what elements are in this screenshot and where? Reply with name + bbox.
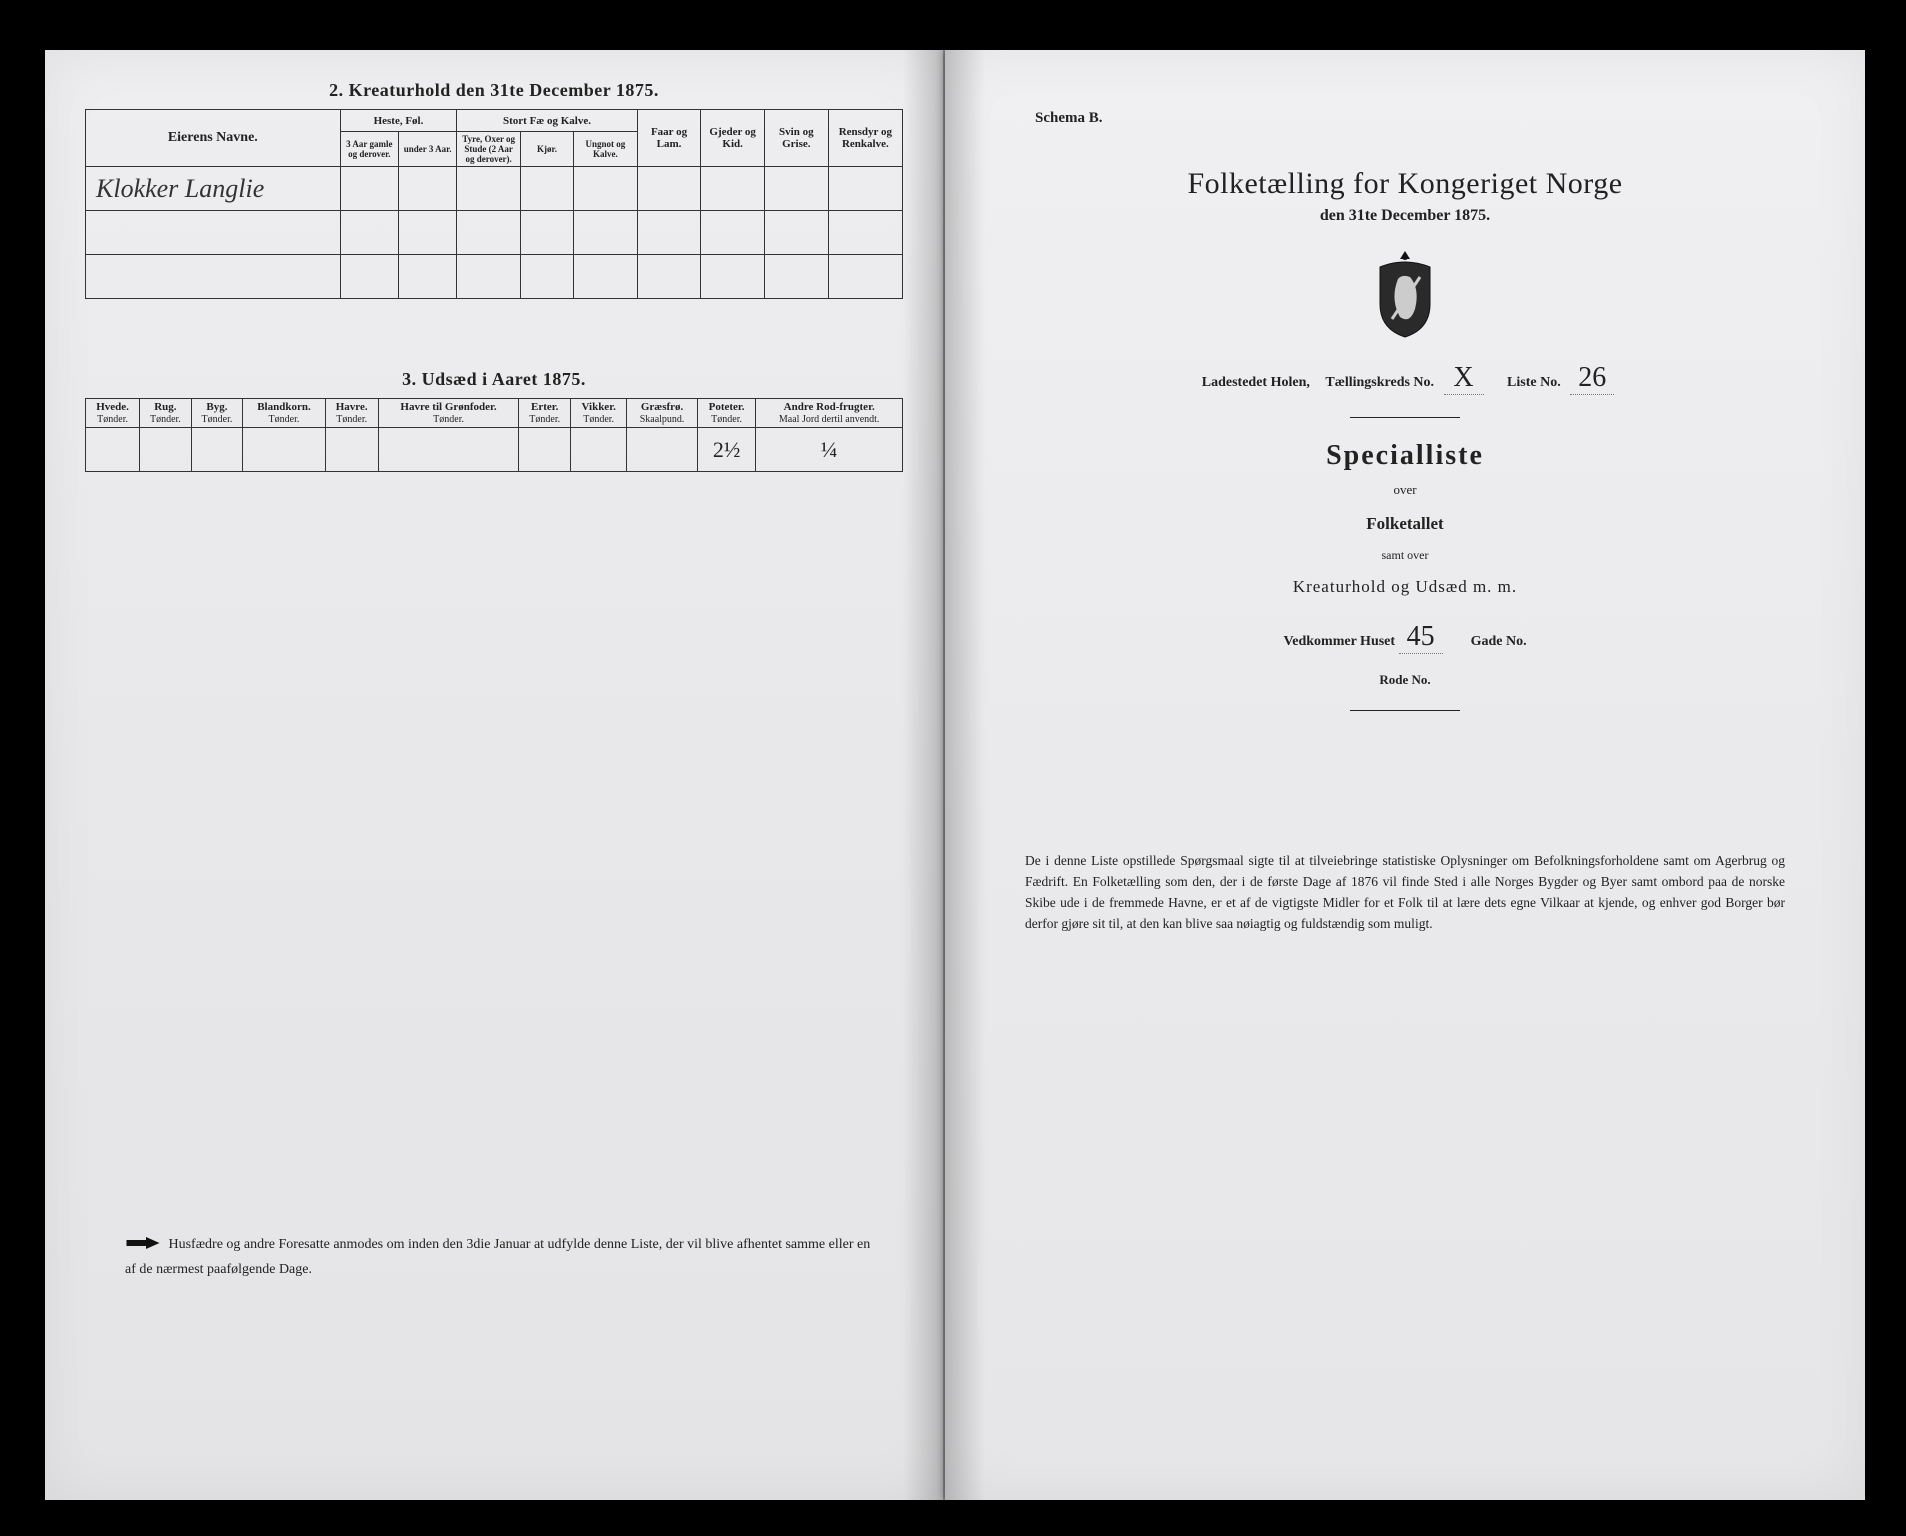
poteter-value: 2½ <box>697 428 756 472</box>
col-heste2: under 3 Aar. <box>398 132 456 167</box>
col-heste1: 3 Aar gamle og derover. <box>340 132 398 167</box>
rode-label: Rode No. <box>1005 672 1805 688</box>
specialliste-title: Specialliste <box>1005 440 1805 472</box>
right-page: Schema B. Folketælling for Kongeriget No… <box>945 50 1865 1500</box>
census-date: den 31te December 1875. <box>1005 207 1805 225</box>
census-title: Folketælling for Kongeriget Norge <box>1005 167 1805 201</box>
col-svin: Svin og Grise. <box>765 110 829 167</box>
divider <box>1350 417 1460 418</box>
huset-value: 45 <box>1399 621 1443 654</box>
kreaturhold-label: Kreaturhold og Udsæd m. m. <box>1005 577 1805 597</box>
col-graesfro: Græsfrø.Skaalpund. <box>627 399 698 428</box>
footer-note: Husfædre og andre Foresatte anmodes om i… <box>125 1234 883 1280</box>
col-byg: Byg.Tønder. <box>191 399 243 428</box>
col-stort1: Tyre, Oxer og Stude (2 Aar og derover). <box>457 132 521 167</box>
table-row: 2½ ¼ <box>86 428 903 472</box>
meta-line: Ladestedet Holen, Tællingskreds No. X Li… <box>1005 362 1805 395</box>
section3-title: 3. Udsæd i Aaret 1875. <box>85 369 903 390</box>
col-stort3: Ungnot og Kalve. <box>574 132 638 167</box>
folketallet-label: Folketallet <box>1005 514 1805 534</box>
coat-of-arms-icon <box>1005 249 1805 344</box>
col-faar: Faar og Lam. <box>637 110 701 167</box>
col-blandkorn: Blandkorn.Tønder. <box>243 399 325 428</box>
table-row <box>86 255 903 299</box>
instructions-paragraph: De i denne Liste opstillede Spørgsmaal s… <box>1005 851 1805 935</box>
col-stort2: Kjør. <box>520 132 573 167</box>
col-rug: Rug.Tønder. <box>140 399 192 428</box>
seed-table: Hvede.Tønder. Rug.Tønder. Byg.Tønder. Bl… <box>85 398 903 472</box>
liste-value: 26 <box>1570 362 1614 395</box>
livestock-table: Eierens Navne. Heste, Føl. Stort Fæ og K… <box>85 109 903 299</box>
tk-value: X <box>1444 362 1484 395</box>
col-rodfrugter: Andre Rod-frugter.Maal Jord dertil anven… <box>756 399 903 428</box>
col-stort: Stort Fæ og Kalve. <box>457 110 637 132</box>
census-book: 2. Kreaturhold den 31te December 1875. E… <box>45 50 1865 1500</box>
owner-name: Klokker Langlie <box>86 167 341 211</box>
col-vikker: Vikker.Tønder. <box>570 399 626 428</box>
col-heste: Heste, Føl. <box>340 110 457 132</box>
pointing-hand-icon <box>125 1234 165 1259</box>
col-hvede: Hvede.Tønder. <box>86 399 140 428</box>
col-poteter: Poteter.Tønder. <box>697 399 756 428</box>
col-havre: Havre.Tønder. <box>325 399 378 428</box>
col-erter: Erter.Tønder. <box>519 399 571 428</box>
samt-label: samt over <box>1005 548 1805 563</box>
col-ren: Rensdyr og Renkalve. <box>828 110 902 167</box>
rodfrugter-value: ¼ <box>756 428 903 472</box>
left-page: 2. Kreaturhold den 31te December 1875. E… <box>45 50 945 1500</box>
divider <box>1350 710 1460 711</box>
col-havre-gron: Havre til Grønfoder.Tønder. <box>378 399 519 428</box>
over-label: over <box>1005 482 1805 498</box>
schema-label: Schema B. <box>1035 110 1805 127</box>
table-row <box>86 211 903 255</box>
col-gjeder: Gjeder og Kid. <box>701 110 765 167</box>
vedkommer-line: Vedkommer Huset 45 Gade No. <box>1005 621 1805 654</box>
table-row: Klokker Langlie <box>86 167 903 211</box>
col-owner: Eierens Navne. <box>86 110 341 167</box>
section2-title: 2. Kreaturhold den 31te December 1875. <box>85 80 903 101</box>
